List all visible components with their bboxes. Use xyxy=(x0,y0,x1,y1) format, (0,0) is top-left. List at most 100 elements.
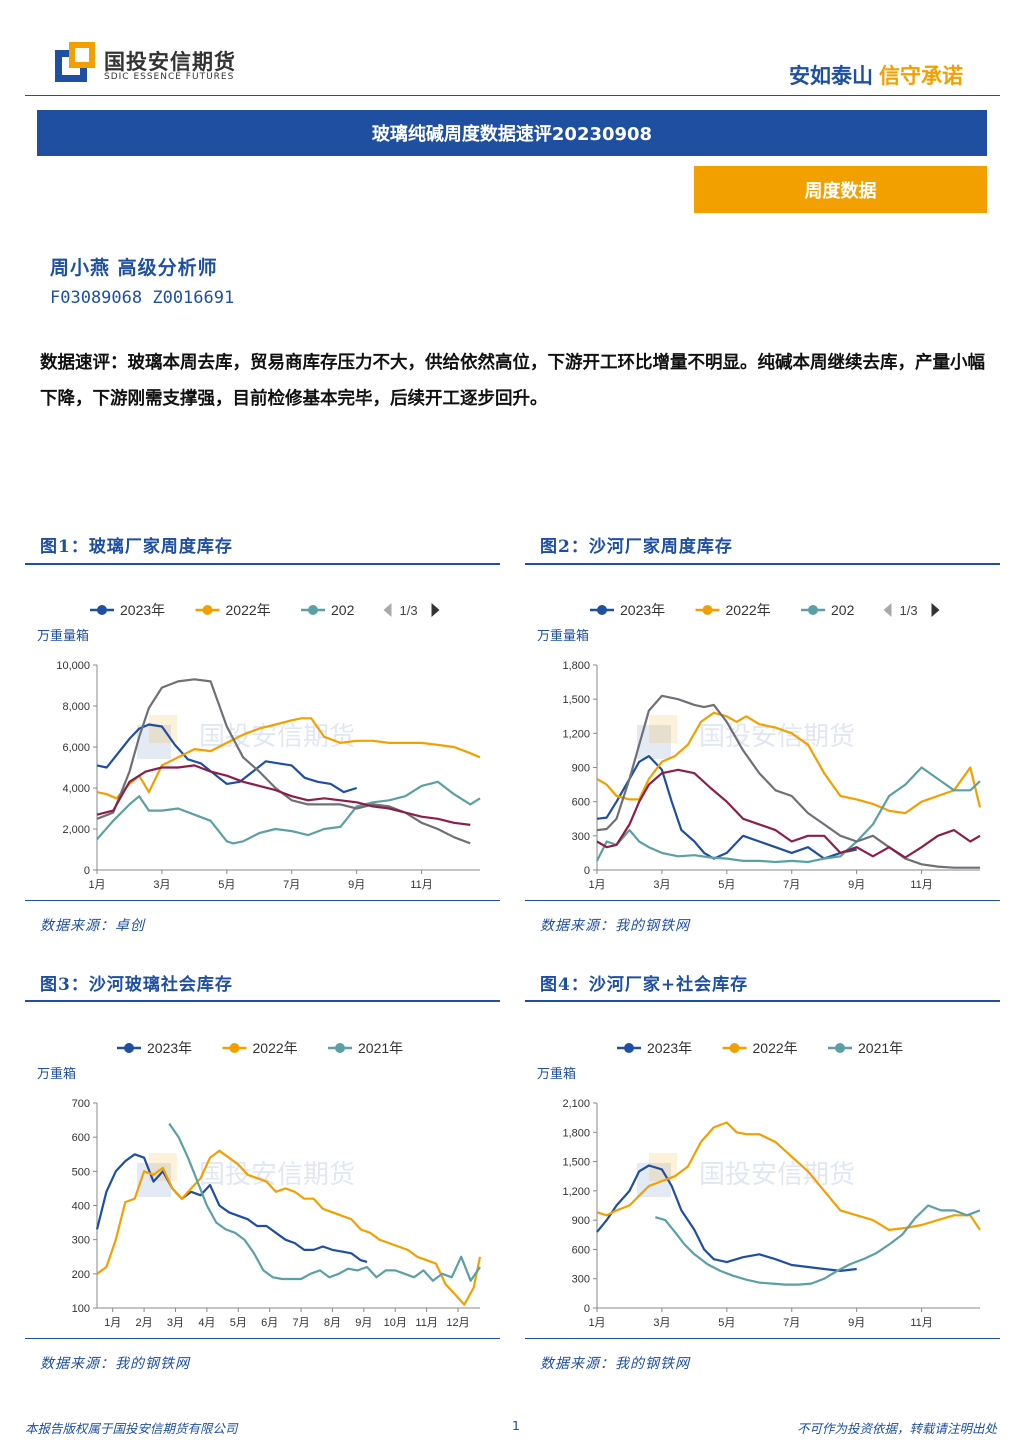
header-divider xyxy=(25,95,1000,96)
footer-disclaimer: 不可作为投资依据，转载请注明出处 xyxy=(796,1421,997,1436)
logo-icon xyxy=(55,42,95,82)
legend-label: 2023年 xyxy=(647,1040,692,1056)
figure-4-source: 数据来源：我的钢铁网 xyxy=(540,1356,690,1372)
x-tick-label: 9月 xyxy=(848,879,865,891)
y-tick-label: 300 xyxy=(572,1274,590,1286)
x-tick-label: 1月 xyxy=(88,879,105,891)
page-number: 1 xyxy=(512,1418,520,1433)
x-tick-label: 7月 xyxy=(783,1317,800,1329)
y-tick-label: 1,200 xyxy=(562,1186,590,1198)
y-tick-label: 400 xyxy=(72,1201,90,1213)
y-tick-label: 6,000 xyxy=(62,742,90,754)
y-tick-label: 10,000 xyxy=(56,660,90,672)
x-tick-label: 5月 xyxy=(230,1317,247,1329)
x-tick-label: 8月 xyxy=(324,1317,341,1329)
figure-2-title: 图2：沙河厂家周度库存 xyxy=(540,537,733,557)
y-tick-label: 1,500 xyxy=(562,1157,590,1169)
slogan-part-b: 信守承诺 xyxy=(879,64,963,88)
x-tick-label: 7月 xyxy=(292,1317,309,1329)
series-line xyxy=(96,717,481,800)
figure-1-rule xyxy=(25,563,500,565)
series-line xyxy=(96,1149,482,1306)
figure-2-chart: 2023年 2022年 202 1/3 万重量箱 1,800 1,500 1,200 900 60… xyxy=(537,602,982,891)
y-tick-label: 200 xyxy=(72,1269,90,1281)
legend-swatch-dot xyxy=(835,1043,845,1053)
x-tick-label: 5月 xyxy=(718,1317,735,1329)
figure-1-title: 图1：玻璃厂家周度库存 xyxy=(40,537,233,557)
legend-prev-icon xyxy=(383,603,392,617)
legend-label: 2022年 xyxy=(753,1040,798,1056)
series-line xyxy=(96,678,471,845)
x-tick-label: 11月 xyxy=(910,879,932,891)
figure-1-chart: 2023年 2022年 202 1/3 万重量箱 10,000 8,000 6,000 4,00… xyxy=(37,602,481,891)
y-tick-label: 2,100 xyxy=(562,1098,590,1110)
series-line xyxy=(596,768,981,859)
y-tick-label: 2,000 xyxy=(62,824,90,836)
figure-2-bottom-rule xyxy=(525,900,1000,901)
figure-2-rule xyxy=(525,563,1000,565)
author-license-ids: F03089068 Z0016691 xyxy=(50,288,235,308)
y-tick-label: 300 xyxy=(72,1235,90,1247)
legend-label: 2021年 xyxy=(358,1040,403,1056)
y-tick-label: 1,200 xyxy=(562,728,590,740)
legend-label: 202 xyxy=(831,602,855,618)
x-tick-label: 3月 xyxy=(153,879,170,891)
axis-unit-label: 万重箱 xyxy=(537,1066,576,1081)
x-tick-label: 7月 xyxy=(283,879,300,891)
figure-4-rule xyxy=(525,1000,1000,1002)
series-line xyxy=(96,723,358,794)
figure-4-bottom-rule xyxy=(525,1338,1000,1339)
legend-next-icon xyxy=(931,603,940,617)
x-tick-label: 3月 xyxy=(167,1317,184,1329)
y-tick-label: 0 xyxy=(584,865,590,877)
y-tick-label: 1,500 xyxy=(562,694,590,706)
category-tag-label: 周度数据 xyxy=(804,180,877,202)
x-tick-label: 1月 xyxy=(588,879,605,891)
logo-text-en: SDIC ESSENCE FUTURES xyxy=(104,72,235,82)
x-tick-label: 7月 xyxy=(783,879,800,891)
figure-3-source: 数据来源：我的钢铁网 xyxy=(40,1356,190,1372)
x-tick-label: 1月 xyxy=(588,1317,605,1329)
y-tick-label: 600 xyxy=(572,1244,590,1256)
legend-pager: 1/3 xyxy=(400,603,418,618)
figure-3-title: 图3：沙河玻璃社会库存 xyxy=(40,975,233,995)
x-tick-label: 3月 xyxy=(653,1317,670,1329)
legend-next-icon xyxy=(431,603,440,617)
y-tick-label: 100 xyxy=(72,1303,90,1315)
x-tick-label: 11月 xyxy=(415,1317,437,1329)
series-line xyxy=(596,711,982,815)
y-tick-label: 4,000 xyxy=(62,783,90,795)
series-line xyxy=(96,780,481,845)
series-line xyxy=(596,1164,857,1272)
legend-swatch-dot xyxy=(702,605,713,615)
x-tick-label: 10月 xyxy=(384,1317,407,1329)
report-title: 玻璃纯碱周度数据速评20230908 xyxy=(371,124,653,145)
y-tick-label: 8,000 xyxy=(62,701,90,713)
y-tick-label: 0 xyxy=(584,1303,590,1315)
x-tick-label: 6月 xyxy=(261,1317,278,1329)
series-line xyxy=(168,1122,481,1282)
slogan: 安如泰山 信守承诺 xyxy=(789,60,963,90)
author-name: 周小燕 高级分析师 xyxy=(50,257,218,279)
legend-swatch-dot xyxy=(97,605,107,615)
x-tick-label: 9月 xyxy=(848,1317,865,1329)
series-line xyxy=(596,1121,981,1231)
legend-label: 202 xyxy=(331,602,355,618)
slogan-part-a: 安如泰山 xyxy=(789,64,873,88)
x-tick-label: 5月 xyxy=(718,879,735,891)
logo-text-cn: 国投安信期货 xyxy=(104,50,236,74)
x-tick-label: 4月 xyxy=(198,1317,215,1329)
summary-text: 数据速评：玻璃本周去库，贸易商库存压力不大，供给依然高位，下游开工环比增量不明显… xyxy=(40,353,985,409)
x-tick-label: 12月 xyxy=(446,1317,469,1329)
axis-unit-label: 万重量箱 xyxy=(37,628,89,643)
x-tick-label: 9月 xyxy=(355,1317,372,1329)
legend-swatch-dot xyxy=(229,1043,240,1053)
series-line xyxy=(596,766,981,864)
x-tick-label: 11月 xyxy=(410,879,432,891)
x-tick-label: 5月 xyxy=(218,879,235,891)
legend-label: 2022年 xyxy=(726,602,771,618)
y-tick-label: 1,800 xyxy=(562,660,590,672)
legend-label: 2022年 xyxy=(253,1040,298,1056)
legend-swatch-dot xyxy=(202,605,213,615)
y-tick-label: 600 xyxy=(572,797,590,809)
